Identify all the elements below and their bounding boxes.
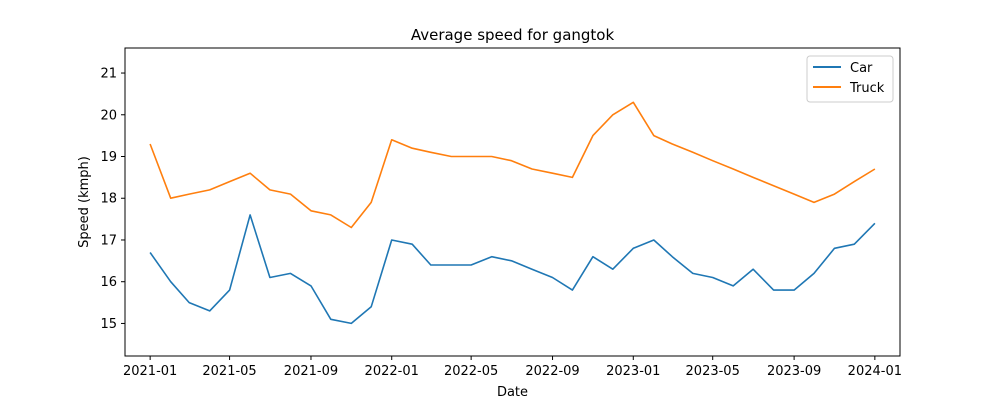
y-tick-label: 20 xyxy=(100,108,117,123)
x-axis: 2021-01 2021-05 2021-09 2022-01 2022-05 2022-… xyxy=(123,356,902,379)
x-tick-label: 2021-09 xyxy=(284,364,338,379)
x-tick-label: 2023-09 xyxy=(767,364,821,379)
y-tick-label: 21 xyxy=(100,67,117,82)
series-line-car xyxy=(149,214,876,325)
x-tick-label: 2022-09 xyxy=(525,364,579,379)
y-axis-title: Speed (kmph) xyxy=(77,156,92,248)
x-tick-label: 2021-01 xyxy=(123,364,177,379)
legend-label-car: Car xyxy=(850,61,873,76)
chart-title: Average speed for gangtok xyxy=(411,26,615,44)
x-tick-label: 2023-01 xyxy=(606,364,660,379)
y-tick-label: 16 xyxy=(100,275,117,290)
series-line-truck xyxy=(149,101,876,229)
y-tick-label: 19 xyxy=(100,150,117,165)
y-axis: 15 16 17 18 19 20 21 xyxy=(100,67,125,332)
x-tick-label: 2022-01 xyxy=(365,364,419,379)
x-tick-label: 2022-05 xyxy=(444,364,498,379)
x-tick-label: 2023-05 xyxy=(686,364,740,379)
y-tick-label: 17 xyxy=(100,233,117,248)
plot-lines xyxy=(149,101,876,325)
y-tick-label: 15 xyxy=(100,317,117,332)
x-tick-label: 2024-01 xyxy=(848,364,902,379)
x-tick-label: 2021-05 xyxy=(202,364,256,379)
x-axis-title: Date xyxy=(497,385,528,400)
legend: Car Truck xyxy=(806,55,894,103)
legend-label-truck: Truck xyxy=(849,81,885,96)
plot-frame xyxy=(124,47,901,357)
y-tick-label: 18 xyxy=(100,192,117,207)
